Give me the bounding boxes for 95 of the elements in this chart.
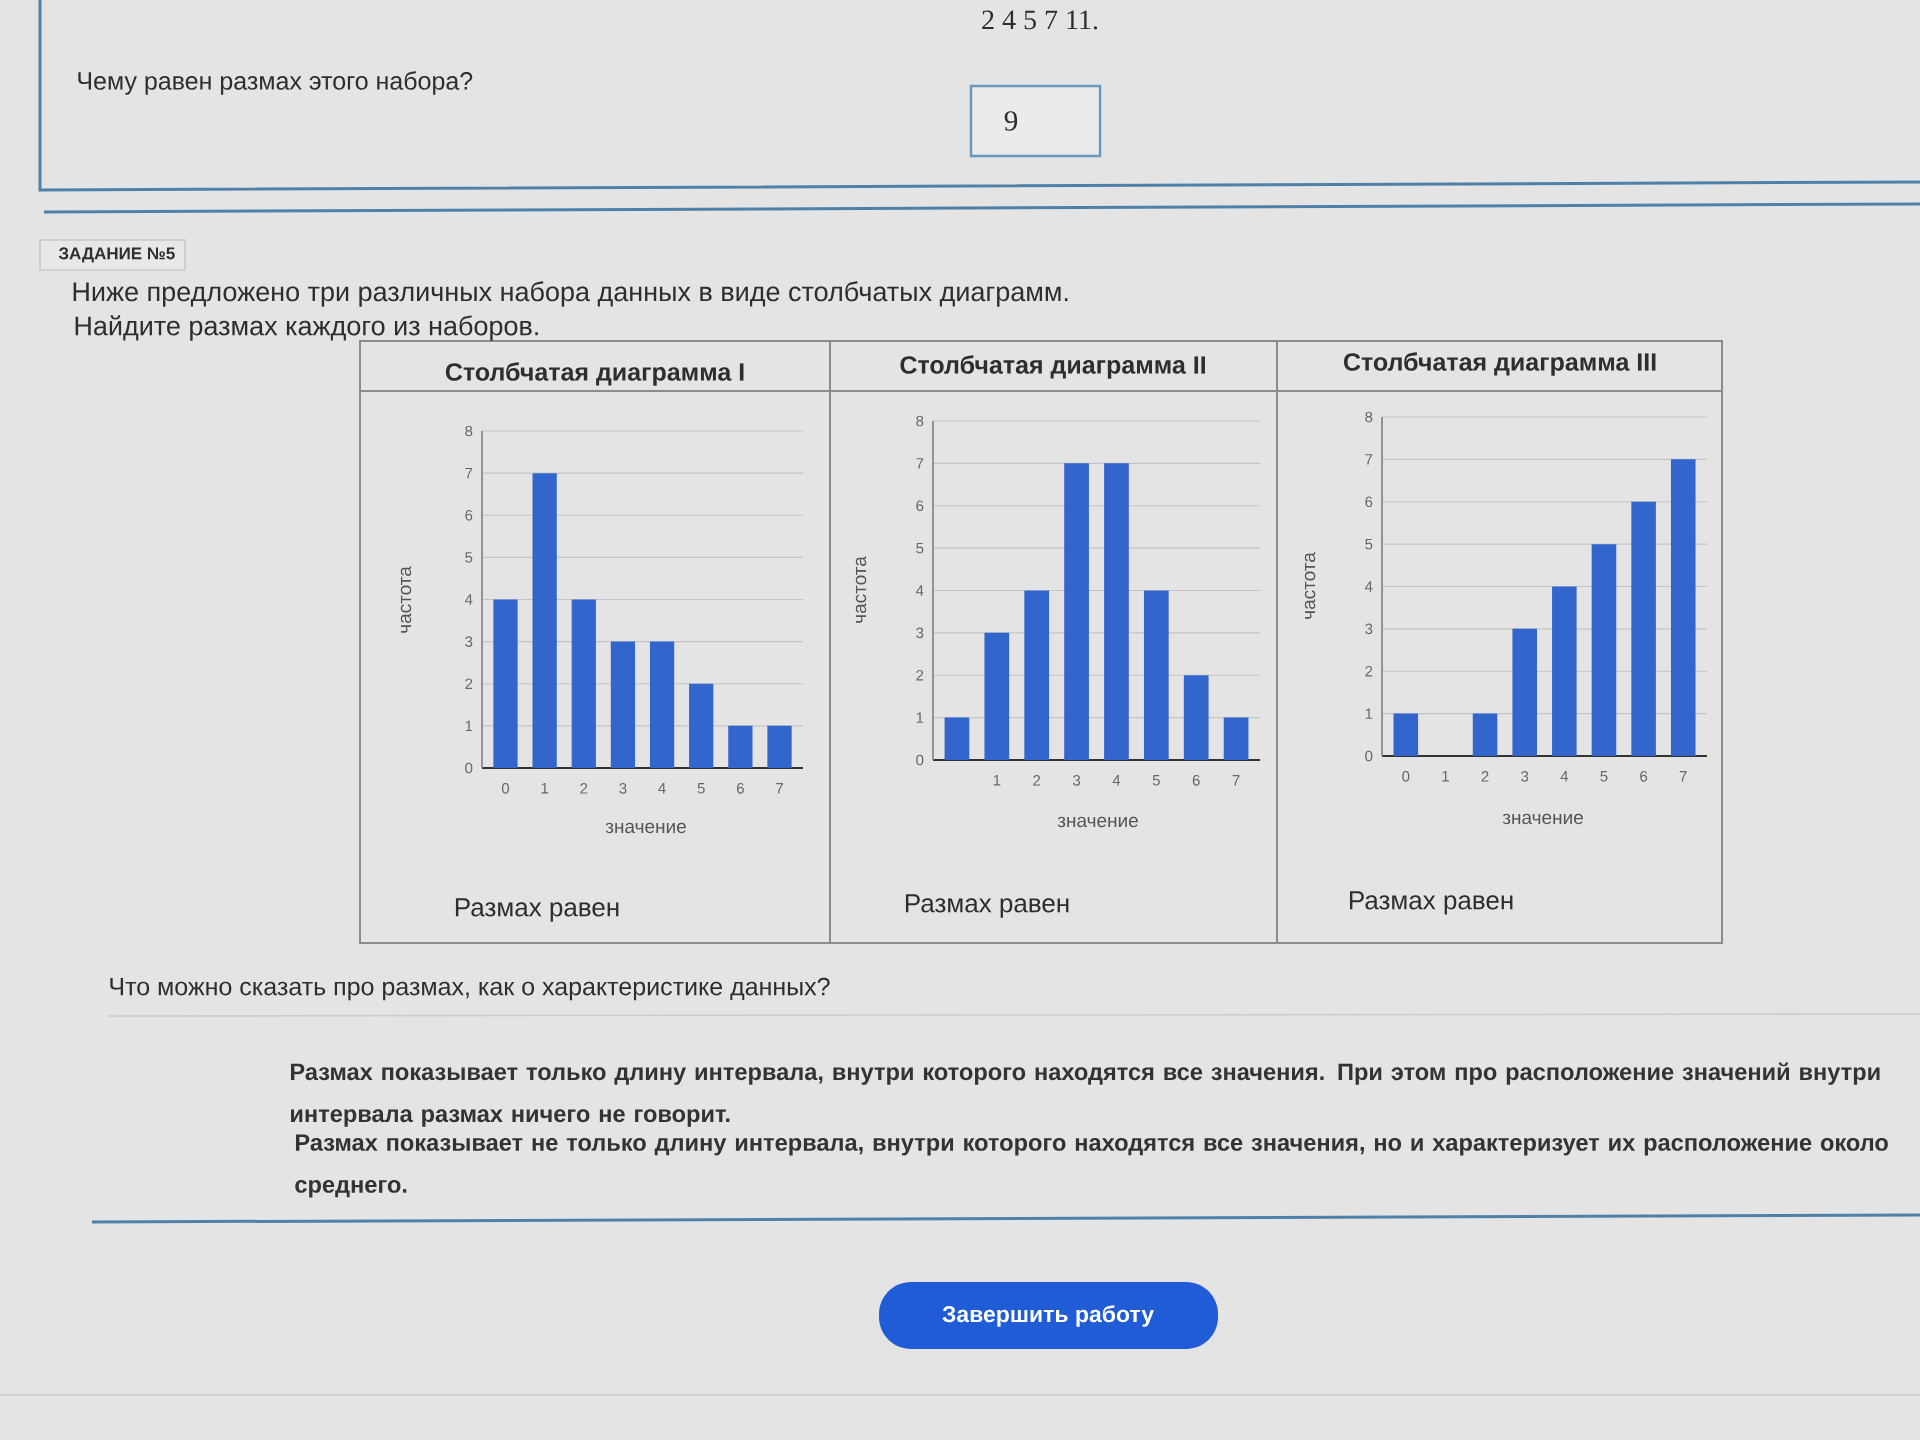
y-tick-label: 2 [1365,666,1373,677]
bar [532,473,557,768]
y-tick-label: 2 [916,670,924,681]
bar [610,641,636,768]
y-tick-label: 7 [1365,454,1373,465]
x-tick-label: 6 [736,783,744,794]
text: Размах показывает не только длину интервала, внутри которого находятся все значения, но и характеризует их расположение около среднего. [295,1134,1888,1198]
x-tick-label: 6 [1640,771,1648,782]
x-tick-label: 3 [1072,775,1081,786]
bar [571,599,596,768]
y-tick-label: 8 [1365,411,1373,423]
bar [1631,501,1656,756]
y-tick-label: 3 [1365,623,1373,635]
x-tick-label: 3 [619,783,627,794]
text: 2 4 5 7 11. [982,10,1098,30]
text: Завершить работу [942,1305,1154,1327]
y-tick-label: 0 [465,762,473,774]
y-tick-label: 8 [916,415,924,427]
y-tick-label: 8 [465,425,473,437]
x-tick-label: 6 [1192,775,1200,786]
y-tick-label: 6 [1365,496,1373,508]
text: Размах равен [455,898,619,922]
x-axis-title: значение [1057,816,1138,828]
chart-title: Столбчатая диаграмма II [900,355,1205,379]
x-tick-label: 0 [1402,771,1410,782]
y-tick-label: 4 [1364,581,1373,592]
bar [1064,463,1089,760]
y-tick-label: 3 [465,636,473,647]
bar [649,641,675,768]
y-tick-label: 6 [465,509,473,521]
text: 9 [1004,111,1018,131]
x-tick-label: 7 [776,783,783,794]
bar [728,725,753,768]
y-tick-label: 1 [465,720,473,732]
x-tick-label: 5 [1152,775,1160,786]
x-tick-label: 2 [1033,775,1041,786]
text: Что можно сказать про размах, как о характеристике данных? [110,977,830,1001]
x-tick-label: 5 [1600,771,1608,782]
y-tick-label: 7 [465,467,473,479]
bar [944,717,970,760]
bar [1591,544,1617,756]
y-tick-label: 1 [916,712,924,723]
x-axis-title: значение [605,822,686,834]
bar [1143,590,1169,760]
y-tick-label: 6 [916,500,924,512]
y-tick-label: 4 [464,594,473,605]
bar [1024,590,1050,760]
bar [1104,463,1129,760]
bar [493,599,518,768]
chart-title: Столбчатая диаграмма III [1343,352,1656,376]
text: Размах равен [1349,891,1513,915]
bar [1183,675,1209,760]
bar [689,683,714,768]
y-tick-label: 5 [916,542,924,554]
bar [1670,459,1696,756]
x-tick-label: 4 [658,783,666,794]
text: Размах показывает только длину интервала, внутри которого находятся все значения. При этом про расположение значений внутри интервала размах ничего не говорит. [290,1062,1880,1127]
text: Чему равен размах этого набора? [78,71,473,95]
x-tick-label: 1 [1442,771,1449,782]
bar [1552,586,1577,756]
y-axis-title: частота [1304,552,1316,619]
y-tick-label: 3 [916,627,924,639]
y-tick-label: 4 [915,585,924,596]
y-tick-label: 2 [465,678,473,689]
x-tick-label: 1 [541,783,549,794]
text: ЗАДАНИЕ №5 [58,247,175,263]
y-tick-label: 5 [1365,538,1373,550]
x-tick-label: 3 [1521,771,1529,782]
bar [1223,717,1249,760]
x-tick-label: 1 [993,775,1001,786]
x-tick-label: 2 [580,783,588,794]
x-tick-label: 7 [1232,775,1240,786]
y-axis-title: частота [855,556,867,623]
y-tick-label: 1 [1365,708,1373,719]
y-tick-label: 5 [465,552,473,563]
x-tick-label: 0 [501,783,510,794]
x-tick-label: 5 [697,783,705,794]
bar [984,632,1010,760]
x-tick-label: 4 [1560,771,1569,782]
text: Ниже предложено три различных набора данных в виде столбчатых диаграмм. [73,281,1068,307]
text: Размах равен [905,894,1069,918]
bar [1512,628,1537,756]
text: Найдите размах каждого из наборов. [75,315,538,341]
y-axis-title: частота [400,566,412,633]
bar [767,725,792,768]
bar [1393,713,1419,756]
x-tick-label: 7 [1679,771,1687,782]
x-tick-label: 4 [1112,775,1121,786]
y-tick-label: 7 [916,458,924,469]
y-tick-label: 0 [1365,750,1373,762]
chart-title: Столбчатая диаграмма I [445,362,744,386]
bar [1472,713,1498,756]
y-tick-label: 0 [916,754,924,766]
x-tick-label: 2 [1481,771,1489,782]
x-axis-title: значение [1502,813,1583,825]
